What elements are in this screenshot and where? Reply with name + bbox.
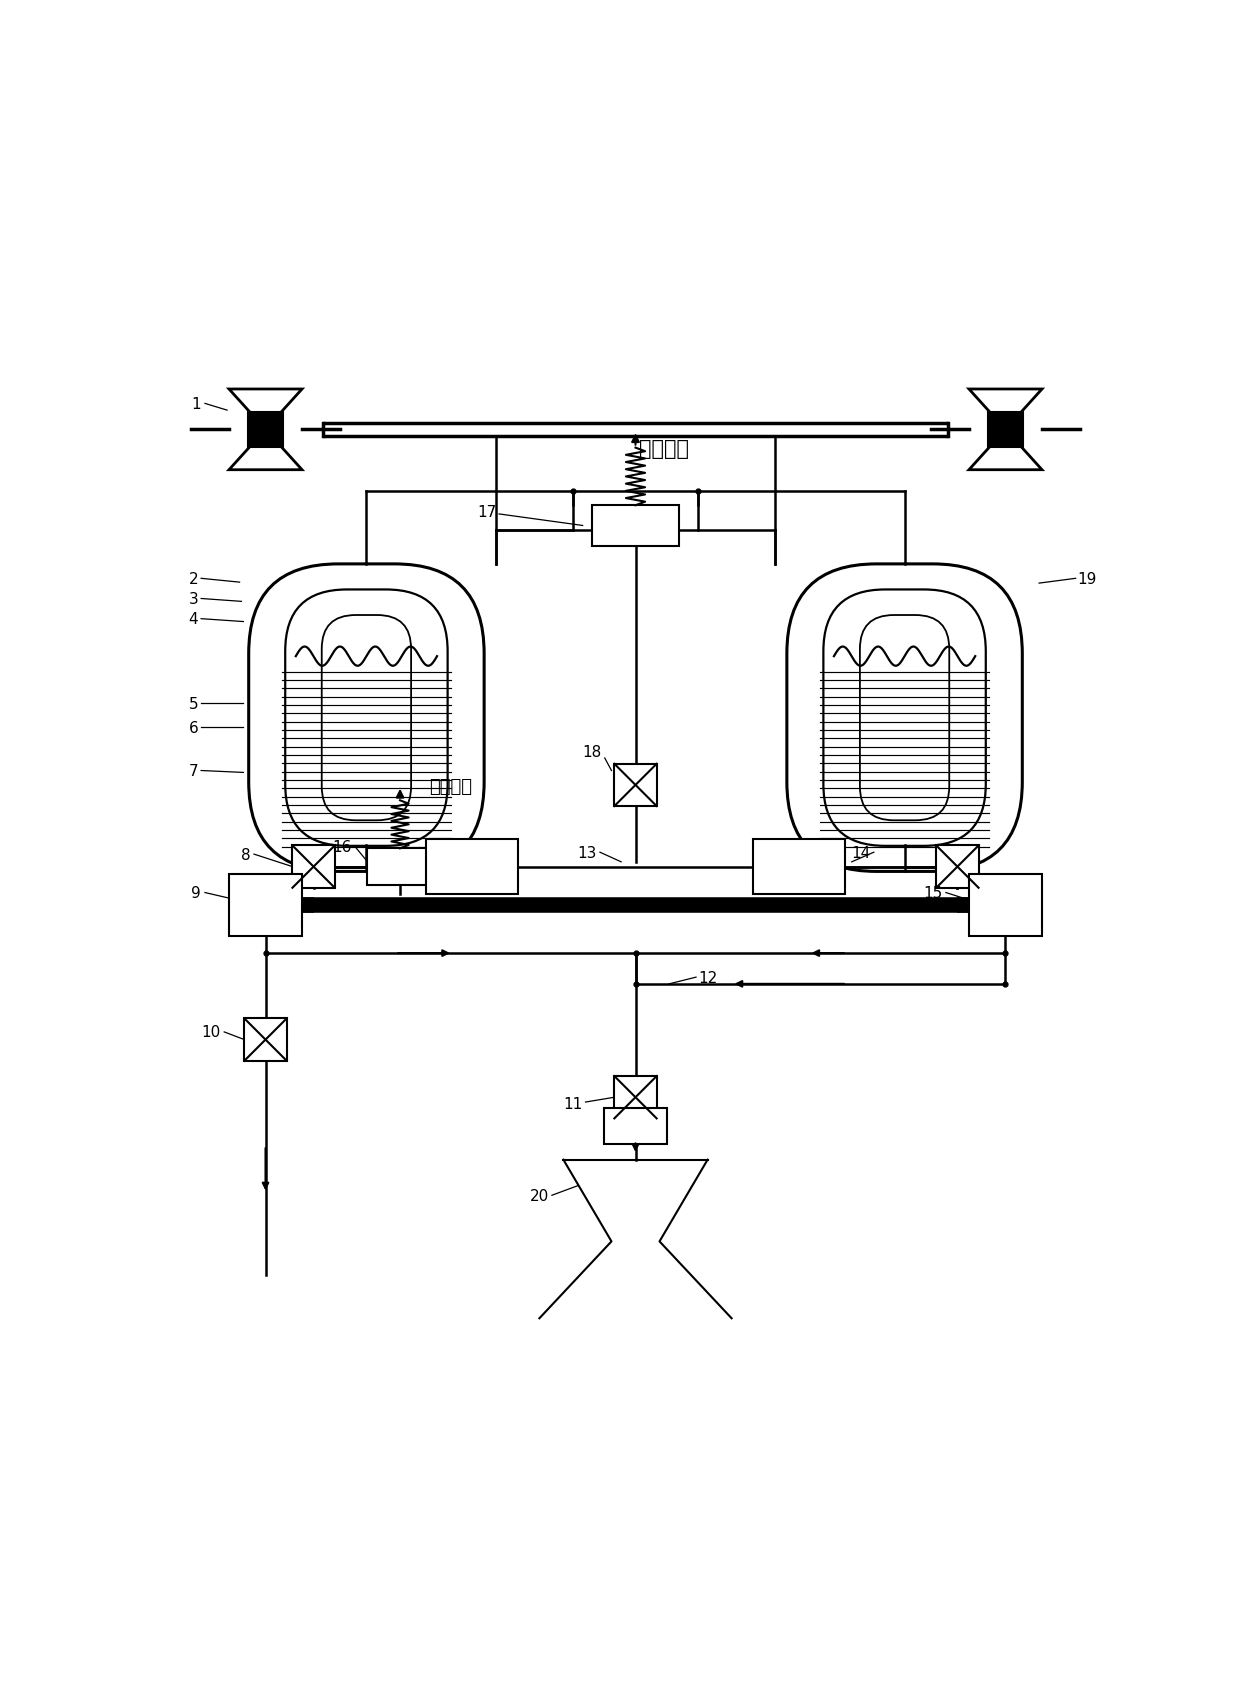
- Bar: [427, 839, 518, 895]
- Text: 电力输出: 电力输出: [640, 438, 689, 458]
- Text: 7: 7: [188, 764, 198, 779]
- Bar: [229, 874, 301, 937]
- Bar: [244, 1019, 286, 1061]
- Bar: [614, 764, 657, 807]
- Text: 1: 1: [191, 397, 201, 411]
- Text: 12: 12: [698, 970, 717, 985]
- Text: 19: 19: [1078, 572, 1097, 586]
- Text: 5: 5: [188, 696, 198, 711]
- Text: 16: 16: [332, 839, 352, 854]
- Text: 14: 14: [852, 846, 870, 861]
- Text: 11: 11: [563, 1097, 583, 1112]
- Text: 9: 9: [191, 886, 201, 900]
- Text: 15: 15: [924, 886, 942, 900]
- Text: 20: 20: [529, 1189, 549, 1204]
- Bar: [614, 1077, 657, 1119]
- Text: 13: 13: [578, 846, 596, 861]
- Bar: [753, 839, 844, 895]
- Text: 8: 8: [242, 847, 250, 863]
- Text: 电力输出: 电力输出: [429, 778, 472, 795]
- Polygon shape: [968, 430, 1042, 470]
- Text: 3: 3: [188, 591, 198, 606]
- Bar: [936, 846, 978, 888]
- Bar: [367, 849, 433, 885]
- Polygon shape: [968, 391, 1042, 430]
- Text: 10: 10: [201, 1026, 221, 1039]
- Bar: [604, 1109, 667, 1144]
- Polygon shape: [229, 391, 303, 430]
- Text: 4: 4: [188, 611, 198, 627]
- Bar: [248, 413, 283, 447]
- Bar: [293, 846, 335, 888]
- Text: 18: 18: [583, 745, 601, 759]
- Bar: [970, 874, 1042, 937]
- Text: 6: 6: [188, 720, 198, 735]
- Polygon shape: [229, 430, 303, 470]
- Bar: [593, 506, 678, 547]
- Text: 2: 2: [188, 572, 198, 586]
- Text: 17: 17: [477, 504, 496, 520]
- Bar: [988, 413, 1023, 447]
